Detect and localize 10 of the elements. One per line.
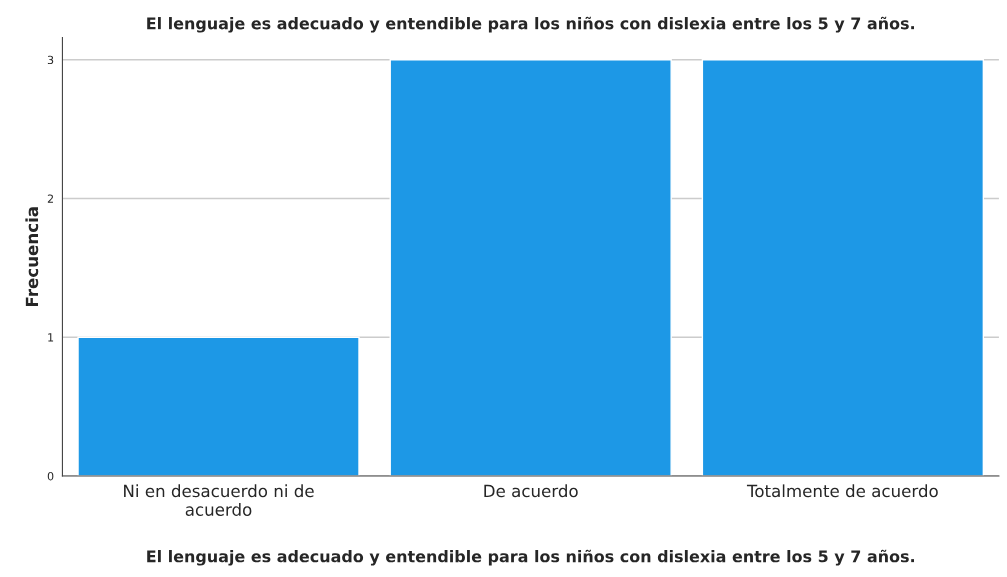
x-tick-label: Ni en desacuerdo ni de acuerdo xyxy=(124,484,314,516)
y-axis-title: Frecuencia xyxy=(25,207,39,307)
y-tick-label: 2 xyxy=(47,194,53,203)
x-axis-title: El lenguaje es adecuado y entendible para los niños con dislexia entre los 5 y 7 años. xyxy=(147,549,914,566)
y-tick-label: 1 xyxy=(48,333,54,342)
x-tick-label: De acuerdo xyxy=(484,484,578,498)
x-tick-label: Totalmente de acuerdo xyxy=(746,484,938,498)
y-tick-label: 3 xyxy=(47,55,54,65)
y-tick-label: 0 xyxy=(47,472,54,481)
chart-title: El lenguaje es adecuado y entendible para los niños con dislexia entre los 5 y 7 años. xyxy=(147,16,914,33)
